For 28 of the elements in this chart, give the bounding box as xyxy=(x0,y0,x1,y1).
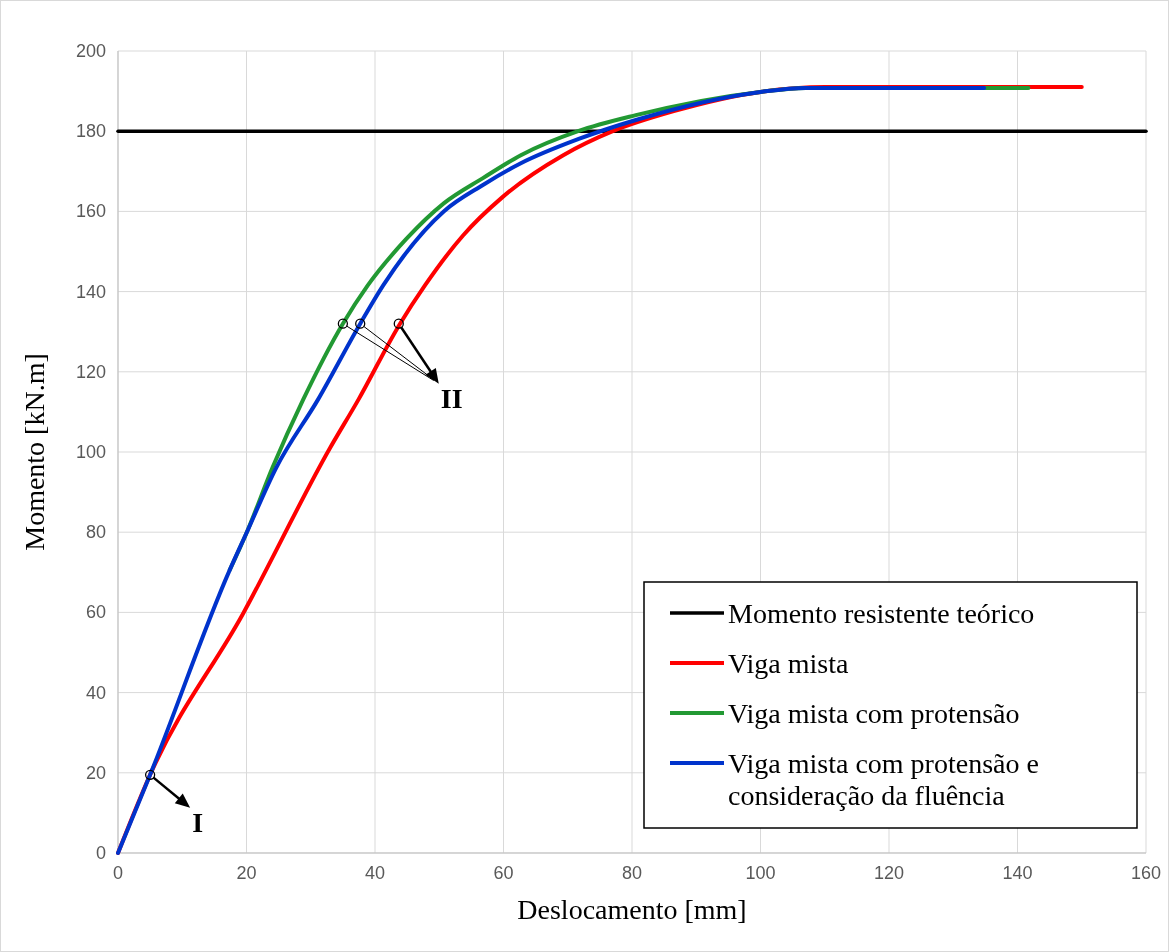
y-tick-label: 60 xyxy=(85,602,106,623)
x-tick-label: 100 xyxy=(745,863,776,883)
x-tick-label: 20 xyxy=(236,863,257,883)
legend-label: Momento resistente teórico xyxy=(728,598,1035,629)
y-tick-label: 120 xyxy=(75,361,106,382)
y-tick-label: 180 xyxy=(75,121,106,142)
y-tick-label: 140 xyxy=(75,281,106,302)
y-tick-label: 40 xyxy=(85,682,106,703)
x-tick-label: 160 xyxy=(1130,863,1162,883)
annotation: II xyxy=(440,382,463,414)
legend-label: Viga mista com protensão xyxy=(728,698,1020,729)
x-tick-label: 80 xyxy=(621,863,643,883)
legend-label: Viga mista xyxy=(728,648,849,679)
y-tick-label: 80 xyxy=(85,522,106,543)
y-tick-label: 100 xyxy=(75,442,106,462)
x-tick-label: 60 xyxy=(493,863,514,883)
y-axis-title: Momento [kN.m] xyxy=(19,353,50,551)
x-tick-label: 40 xyxy=(364,863,386,883)
y-tick-label: 20 xyxy=(85,762,106,783)
x-tick-label: 140 xyxy=(1002,863,1033,883)
x-tick-label: 120 xyxy=(873,863,905,883)
x-tick-label: 0 xyxy=(112,863,124,883)
legend-label: Viga mista com protensão e consideração da fluência xyxy=(728,748,1039,811)
y-tick-label: 200 xyxy=(75,41,106,61)
annotation: I xyxy=(192,806,204,838)
y-tick-label: 160 xyxy=(75,201,106,222)
y-tick-label: 0 xyxy=(95,843,106,863)
x-axis-title: Deslocamento [mm] xyxy=(517,894,747,925)
